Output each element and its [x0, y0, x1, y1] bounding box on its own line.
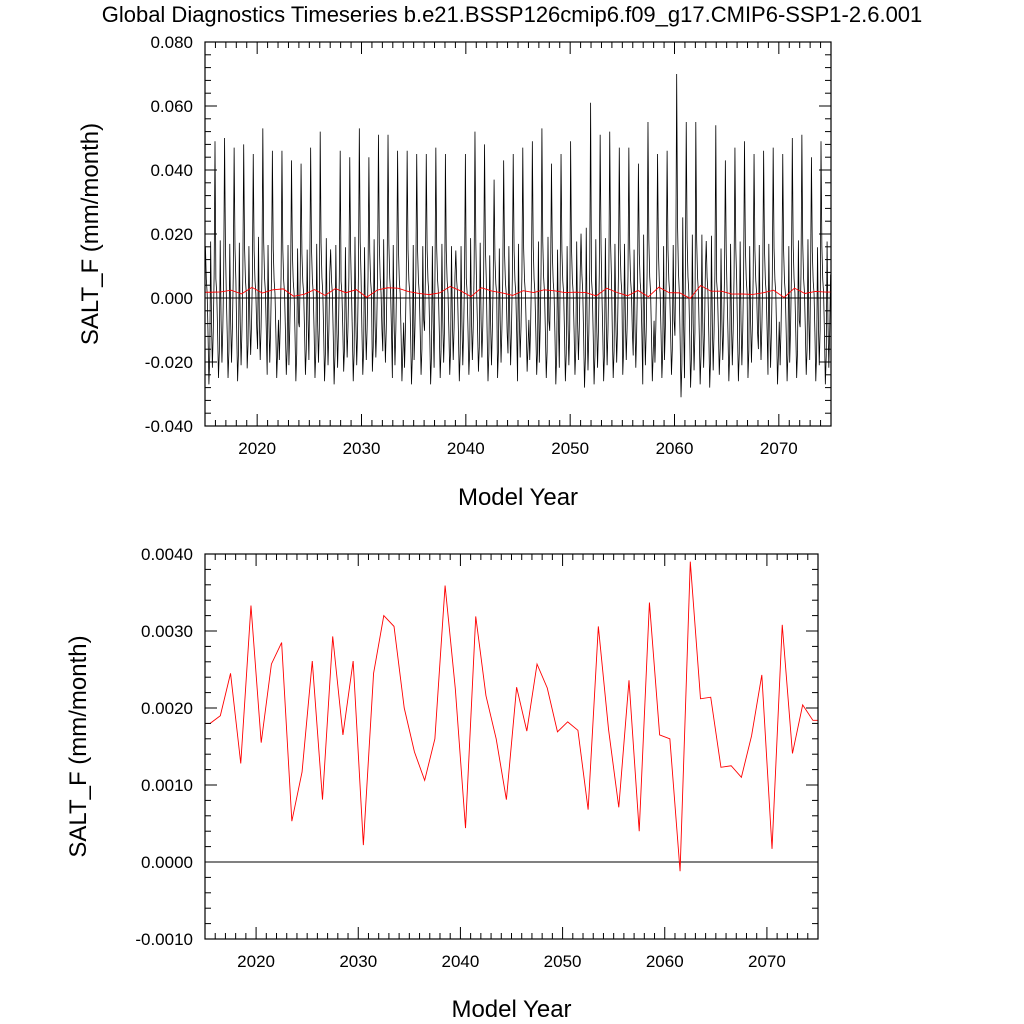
y-axis-title: SALT_F (mm/month) [77, 123, 104, 345]
x-tick-label: 2050 [551, 439, 589, 458]
x-tick-label: 2040 [442, 952, 480, 971]
series-line-1 [205, 284, 831, 299]
data-layer [205, 561, 818, 872]
x-tick-label: 2020 [238, 439, 276, 458]
top-panel: 2020 2030 2040 2050 2060 2070 -0.040 -0.020 0.00… [77, 33, 832, 511]
y-axis-title: SALT_F (mm/month) [65, 635, 92, 857]
x-axis-title: Model Year [458, 484, 578, 511]
y-tick-label: 0.020 [150, 225, 193, 244]
x-tick-label: 2070 [760, 439, 798, 458]
y-tick-label: 0.060 [150, 97, 193, 116]
y-tick-label: 0.0040 [141, 545, 193, 564]
x-tick-label: 2060 [646, 952, 684, 971]
y-tick-label: 0.000 [150, 289, 193, 308]
series-line-0 [205, 561, 818, 872]
series-line-0 [205, 73, 831, 398]
y-tick-label: 0.080 [150, 33, 193, 52]
y-tick-label: -0.0010 [135, 930, 193, 949]
y-tick-label: 0.0020 [141, 699, 193, 718]
data-layer [205, 73, 831, 398]
bottom-panel: 2020 2030 2040 2050 2060 2070 -0.0010 0.0000 0.0… [65, 545, 819, 1023]
chart-title: Global Diagnostics Timeseries b.e21.BSSP… [101, 2, 923, 27]
x-tick-label: 2030 [339, 952, 377, 971]
x-tick-label: 2020 [237, 952, 275, 971]
x-tick-label: 2040 [447, 439, 485, 458]
y-tick-label: 0.040 [150, 161, 193, 180]
y-tick-label: -0.020 [145, 353, 193, 372]
x-tick-label: 2070 [748, 952, 786, 971]
x-tick-label: 2050 [544, 952, 582, 971]
y-tick-label: -0.040 [145, 417, 193, 436]
x-axis-title: Model Year [451, 996, 571, 1023]
y-tick-label: 0.0030 [141, 622, 193, 641]
x-tick-label: 2030 [343, 439, 381, 458]
x-tick-label: 2060 [656, 439, 694, 458]
y-tick-label: 0.0010 [141, 776, 193, 795]
y-tick-label: 0.0000 [141, 853, 193, 872]
